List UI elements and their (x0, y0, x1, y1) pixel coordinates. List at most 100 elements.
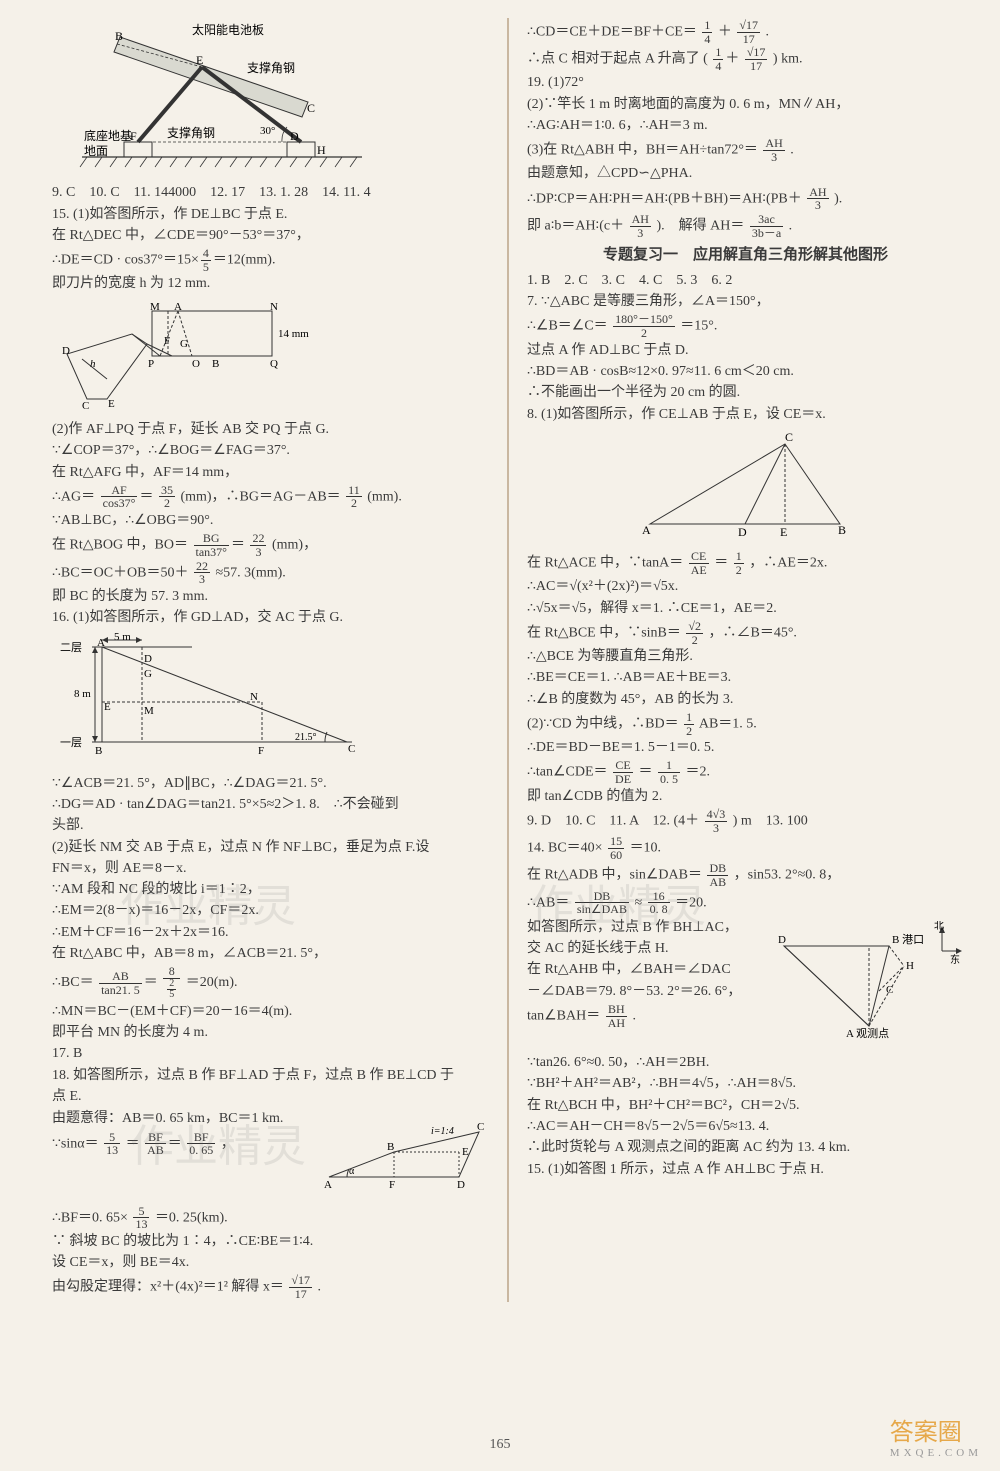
q8-8: ∴∠B 的度数为 45°，AB 的长为 3. (527, 690, 964, 710)
q15-1: 15. (1)如答图所示，作 DE⊥BC 于点 E. (52, 205, 489, 225)
svg-text:N: N (250, 691, 258, 703)
q14-5: 在 Rt△AHB 中，∠BAH＝∠DAC (527, 960, 768, 980)
q18-5: ∵ 斜坡 BC 的坡比为 1∶4，∴CE∶BE＝1∶4. (52, 1232, 489, 1252)
q8-7: ∴BE＝CE＝1. ∴AB＝AE＋BE＝3. (527, 668, 964, 688)
right-column: ∴CD＝CE＋DE＝BF＋CE＝ 14 ＋ √1717 . ∴点 C 相对于起点… (527, 18, 964, 1302)
q8-1: 8. (1)如答图所示，作 CE⊥AB 于点 E，设 CE＝x. (527, 405, 964, 425)
q14-2: 在 Rt△ADB 中，sin∠DAB＝ DBAB ，sin53. 2°≈0. 8… (527, 862, 964, 888)
q15-4: 即刀片的宽度 h 为 12 mm. (52, 274, 489, 294)
q19-5: 由题意知，△CPD∽△PHA. (527, 164, 964, 184)
svg-text:C: C (886, 984, 893, 996)
svg-text:A 观测点: A 观测点 (846, 1027, 889, 1040)
q18-2: 由题意得：AB＝0. 65 km，BC＝1 km. (52, 1109, 319, 1129)
q8-4: ∴√5x＝√5，解得 x＝1. ∴CE＝1，AE＝2. (527, 599, 964, 619)
svg-text:E: E (104, 701, 111, 713)
q18-1: 18. 如答图所示，过点 B 作 BF⊥AD 于点 F，过点 B 作 BE⊥CD… (52, 1066, 489, 1086)
svg-text:h: h (90, 358, 96, 370)
svg-text:M: M (150, 301, 160, 313)
svg-text:B 港口: B 港口 (892, 933, 924, 946)
svg-text:H: H (317, 143, 326, 157)
q16-1: 16. (1)如答图所示，作 GD⊥AD，交 AC 于点 G. (52, 608, 489, 628)
q14-8: ∵BH²＋AH²＝AB²，∴BH＝4√5，∴AH＝8√5. (527, 1074, 964, 1094)
svg-text:21.5°: 21.5° (295, 732, 317, 743)
svg-text:α: α (349, 1166, 355, 1177)
q19-4: (3)在 Rt△ABH 中，BH＝AH÷tan72°＝ AH3 . (527, 137, 964, 163)
q8-6: ∴△BCE 为等腰直角三角形. (527, 647, 964, 667)
q18-3: ∵sinα＝ 513 ＝ BFAB＝ BF0. 65 ， (52, 1131, 319, 1157)
svg-text:底座地基: 底座地基 (84, 128, 132, 143)
q8-9: (2)∵CD 为中线，∴BD＝ 12 AB＝1. 5. (527, 711, 964, 737)
svg-text:14 mm: 14 mm (278, 328, 309, 340)
svg-text:支撑角钢: 支撑角钢 (247, 60, 295, 75)
answers-9-13: 9. D 10. C 11. A 12. (4＋ 4√33 ) m 13. 10… (527, 808, 964, 834)
q16-2: ∵∠ACB＝21. 5°，AD∥BC，∴∠DAG＝21. 5°. (52, 774, 489, 794)
q19-6: ∴DP∶CP＝AH∶PH＝AH∶(PB＋BH)＝AH∶(PB＋ AH3 ). (527, 186, 964, 212)
svg-text:D: D (738, 525, 747, 539)
q16-6: ∵AM 段和 NC 段的坡比 i＝1∶2， (52, 880, 489, 900)
svg-text:8 m: 8 m (74, 688, 91, 700)
svg-text:G: G (180, 338, 188, 350)
q14-4b: 交 AC 的延长线于点 H. (527, 939, 768, 959)
svg-text:A: A (324, 1179, 332, 1191)
svg-text:F: F (389, 1179, 395, 1191)
figure-solar-panel: B E C F D H 30° 太阳能电池板 支撑角钢 支撑角钢 底座地基 地面 (52, 22, 489, 179)
svg-text:C: C (785, 430, 793, 444)
svg-text:H: H (906, 960, 914, 972)
svg-text:D: D (457, 1179, 465, 1191)
svg-text:地面: 地面 (84, 144, 108, 158)
q16-12: 即平台 MN 的长度为 4 m. (52, 1023, 489, 1043)
q17: 17. B (52, 1044, 489, 1064)
svg-text:太阳能电池板: 太阳能电池板 (192, 22, 264, 37)
figure-slope: A F D B E C α i=1:4 (319, 1112, 489, 1199)
q14-9: 在 Rt△BCH 中，BH²＋CH²＝BC²，CH＝2√5. (527, 1096, 964, 1116)
q19-7: 即 a∶b＝AH∶(c＋ AH3 ). 解得 AH＝ 3ac3b－a . (527, 213, 964, 239)
q14-10: ∴AC＝AH－CH＝8√5－2√5＝6√5≈13. 4. (527, 1117, 964, 1137)
q16-8: ∴EM＋CF＝16－2x＋2x＝16. (52, 923, 489, 943)
q14-7: ∵tan26. 6°≈0. 50，∴AH＝2BH. (527, 1053, 964, 1073)
q7-3: 过点 A 作 AD⊥BC 于点 D. (527, 341, 964, 361)
svg-text:G: G (144, 668, 152, 680)
q8-12: 即 tan∠CDB 的值为 2. (527, 787, 964, 807)
q18-6: 设 CE＝x，则 BE＝4x. (52, 1253, 489, 1273)
svg-text:5 m: 5 m (114, 632, 131, 643)
svg-text:C: C (477, 1121, 484, 1133)
q14-4: 如答图所示，过点 B 作 BH⊥AC， (527, 918, 768, 938)
svg-text:30°: 30° (260, 125, 275, 137)
svg-text:北: 北 (934, 921, 944, 932)
svg-text:B: B (115, 29, 123, 43)
svg-text:F: F (258, 745, 264, 757)
svg-text:A: A (174, 301, 182, 313)
q8-5: 在 Rt△BCE 中，∵sinB＝ √22 ，∴∠B＝45°. (527, 620, 964, 646)
q19-2: (2)∵竿长 1 m 时离地面的高度为 0. 6 m，MN∥AH， (527, 95, 964, 115)
r1: ∴CD＝CE＋DE＝BF＋CE＝ 14 ＋ √1717 . (527, 19, 964, 45)
q15-7: 在 Rt△AFG 中，AF＝14 mm， (52, 463, 489, 483)
svg-text:E: E (108, 398, 115, 409)
svg-text:E: E (780, 525, 787, 539)
q7-5: ∴不能画出一个半径为 20 cm 的圆. (527, 383, 964, 403)
svg-text:Q: Q (270, 358, 278, 370)
svg-text:B: B (212, 358, 219, 370)
svg-text:D: D (778, 934, 786, 946)
svg-text:D: D (144, 653, 152, 665)
svg-text:一层: 一层 (60, 736, 82, 749)
q15-9: ∵AB⊥BC，∴∠OBG＝90°. (52, 511, 489, 531)
svg-text:C: C (307, 101, 315, 115)
figure-blade: D C E P F G O B Q M A N h 14 mm (52, 299, 489, 416)
svg-text:A: A (97, 637, 105, 649)
q7-2: ∴∠B＝∠C＝ 180°－150°2 ＝15°. (527, 313, 964, 339)
q14-5b: －∠DAB＝79. 8°－53. 2°＝26. 6°， (527, 982, 768, 1002)
svg-text:i=1:4: i=1:4 (431, 1126, 454, 1137)
q16-11: ∴MN＝BC－(EM＋CF)＝20－16＝4(m). (52, 1002, 489, 1022)
svg-text:C: C (82, 400, 89, 409)
q15-11: ∴BC＝OC＋OB＝50＋ 223 ≈57. 3(mm). (52, 560, 489, 586)
svg-text:D: D (62, 345, 70, 357)
q15-8: ∴AG＝ AFcos37°＝ 352 (mm)，∴BG＝AG－AB＝ 112 (… (52, 484, 489, 510)
svg-text:P: P (148, 358, 154, 370)
svg-text:C: C (348, 743, 355, 755)
figure-two-floors: 二层 一层 5 m 8 m A B D G E M N F C 21.5° (52, 632, 489, 769)
q19-3: ∴AG∶AH＝1∶0. 6，∴AH＝3 m. (527, 116, 964, 136)
q16-3b: 头部. (52, 816, 489, 836)
svg-text:E: E (196, 53, 203, 67)
answers-9-14: 9. C 10. C 11. 144000 12. 17 13. 1. 28 1… (52, 183, 489, 203)
svg-text:N: N (270, 301, 278, 313)
